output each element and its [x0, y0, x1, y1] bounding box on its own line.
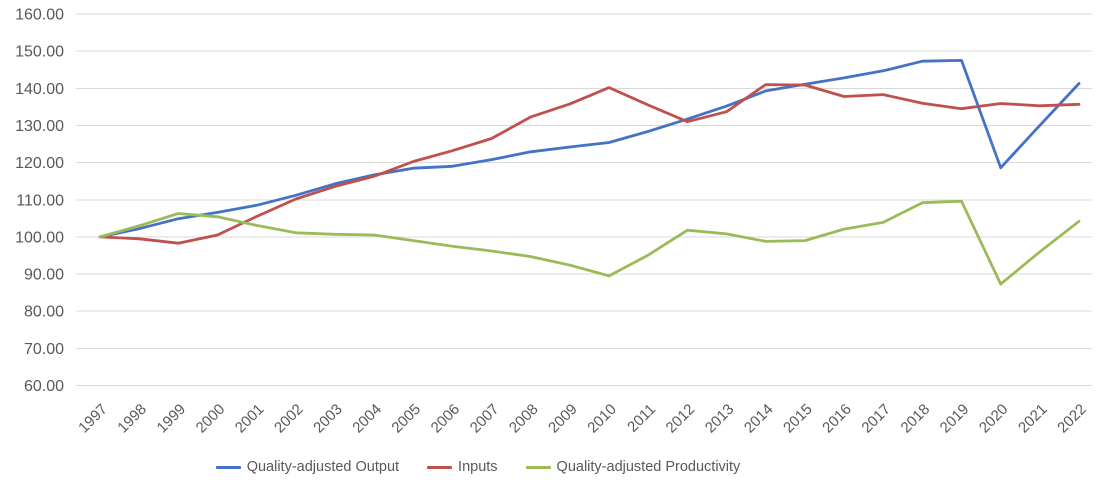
svg-text:2005: 2005 — [388, 401, 424, 437]
svg-text:2015: 2015 — [780, 401, 816, 437]
legend-label-output: Quality-adjusted Output — [246, 459, 400, 475]
legend-item-inputs: Inputs — [427, 459, 498, 475]
legend-swatch-productivity-line — [525, 465, 551, 469]
svg-text:2011: 2011 — [624, 401, 659, 436]
svg-text:130.00: 130.00 — [15, 118, 64, 135]
svg-text:2021: 2021 — [1015, 401, 1051, 437]
svg-text:100.00: 100.00 — [15, 229, 64, 246]
legend-label-productivity: Quality-adjusted Productivity — [556, 459, 741, 475]
svg-text:70.00: 70.00 — [24, 341, 64, 358]
svg-text:2013: 2013 — [702, 401, 738, 437]
svg-text:1997: 1997 — [75, 401, 111, 437]
svg-text:2002: 2002 — [271, 401, 307, 437]
svg-text:2020: 2020 — [976, 401, 1012, 437]
svg-text:2000: 2000 — [193, 401, 229, 437]
chart-legend: Quality-adjusted Output Inputs Quality-a… — [0, 446, 1096, 488]
svg-text:110.00: 110.00 — [16, 192, 64, 209]
svg-text:2001: 2001 — [232, 401, 268, 437]
svg-text:2017: 2017 — [858, 401, 894, 437]
svg-text:1998: 1998 — [114, 401, 150, 437]
line-chart: 60.00 70.00 80.00 90.00 100.00 110.00 120.00 13… — [15, 7, 1092, 437]
svg-text:2018: 2018 — [898, 401, 934, 437]
svg-text:2014: 2014 — [741, 401, 777, 437]
svg-text:150.00: 150.00 — [15, 44, 64, 61]
svg-text:120.00: 120.00 — [15, 155, 64, 172]
svg-text:1999: 1999 — [154, 401, 190, 437]
svg-text:80.00: 80.00 — [24, 304, 64, 321]
svg-text:2012: 2012 — [663, 401, 699, 437]
svg-text:60.00: 60.00 — [24, 378, 64, 395]
svg-text:140.00: 140.00 — [15, 81, 64, 98]
svg-text:2009: 2009 — [545, 401, 581, 437]
svg-text:2007: 2007 — [467, 401, 503, 437]
legend-swatch-inputs-line — [427, 465, 453, 469]
svg-text:160.00: 160.00 — [15, 7, 64, 24]
svg-text:2010: 2010 — [584, 401, 620, 437]
legend-item-quality-adjusted-productivity: Quality-adjusted Productivity — [525, 459, 741, 475]
svg-text:2008: 2008 — [506, 401, 542, 437]
svg-text:2019: 2019 — [937, 401, 973, 437]
legend-item-quality-adjusted-output: Quality-adjusted Output — [215, 459, 400, 475]
svg-text:2016: 2016 — [819, 401, 855, 437]
legend-label-inputs: Inputs — [458, 459, 498, 475]
svg-text:90.00: 90.00 — [24, 267, 64, 284]
svg-text:2004: 2004 — [349, 401, 385, 437]
svg-text:2006: 2006 — [428, 401, 464, 437]
legend-swatch-output-line — [215, 465, 241, 469]
svg-text:2003: 2003 — [310, 401, 346, 437]
svg-text:2022: 2022 — [1054, 401, 1090, 437]
